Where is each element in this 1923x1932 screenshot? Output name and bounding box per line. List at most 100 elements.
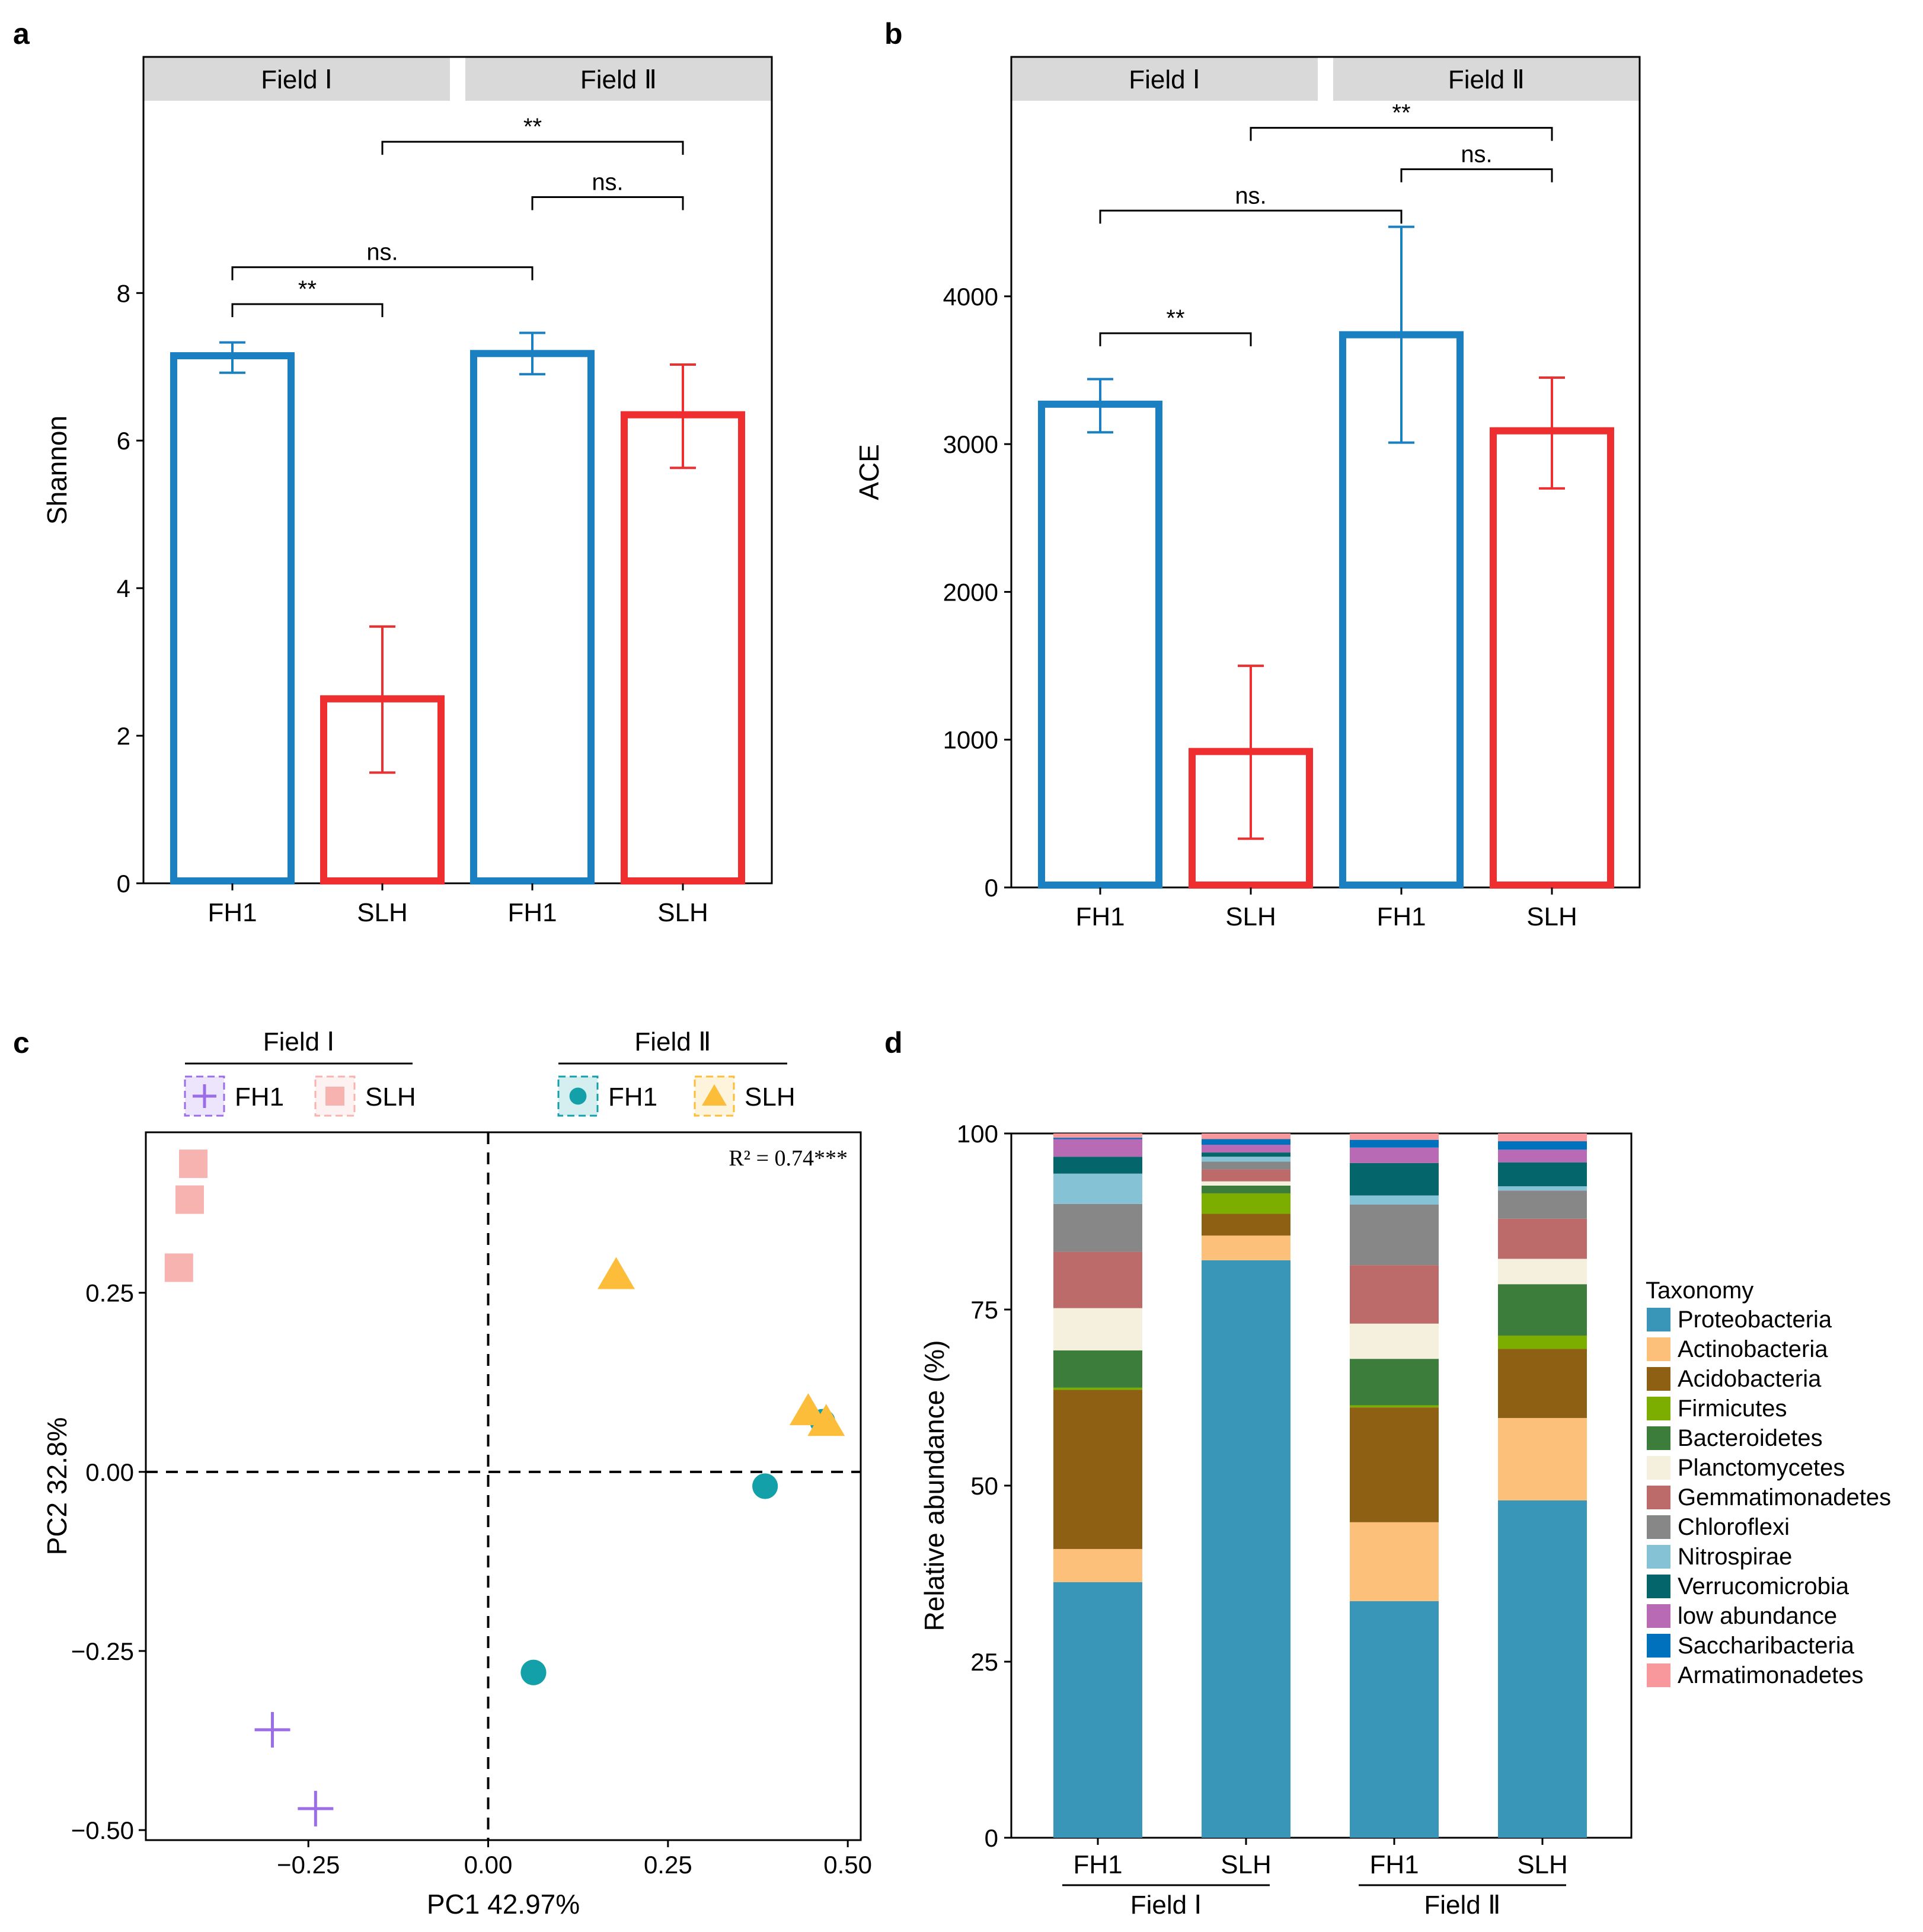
stack-segment [1498,1259,1587,1285]
legend-label: Saccharibacteria [1678,1633,1855,1659]
legend-swatch [1647,1486,1670,1509]
stack-segment [1350,1323,1439,1359]
plot-frame [145,1131,862,1841]
panel-b-ace-chart: Field Ⅰ Field Ⅱ 0 1000 2000 3000 4000 ACE FH1 SLH… [854,56,1641,931]
legend-label: Proteobacteria [1678,1307,1832,1333]
legend-swatch [1647,1456,1670,1480]
stack-segment [1202,1193,1290,1214]
panel-label-b: b [884,17,903,50]
panel-d-stacked-abundance-chart: FH1 SLH FH1 SLH Field Ⅰ Field Ⅱ 0 25 50 75 100 Rela… [919,1120,1891,1920]
stack-segment [1350,1163,1439,1196]
plot-frame [1010,56,1641,889]
x-tick-label: SLH [1221,1850,1272,1879]
x-tick-label: FH1 [1369,1850,1419,1879]
x-tick-label: 0.25 [644,1851,692,1879]
panel-label-c: c [13,1026,30,1059]
stack-segment [1350,1522,1439,1601]
legend-swatch [1647,1575,1670,1598]
stack-segment [1350,1133,1439,1140]
data-point [752,1473,778,1499]
stack-segment [1350,1601,1439,1838]
stack-segment [1053,1548,1142,1582]
stack-segment [1498,1149,1587,1163]
stack-segment [1498,1284,1587,1336]
legend-title: Taxonomy [1646,1278,1753,1304]
stack-segment [1053,1173,1142,1204]
y-axis-title: Relative abundance (%) [919,1340,950,1631]
x-tick-label: FH1 [207,898,257,927]
y-tick-label: 2 [117,722,130,750]
stack-segment [1350,1147,1439,1163]
significance-bracket [1250,127,1553,141]
stack-segment [1498,1141,1587,1150]
legend-swatch [1647,1545,1670,1569]
stack-segment [1498,1162,1587,1187]
group-label: Field Ⅱ [1424,1891,1500,1920]
panel-label-d: d [884,1026,903,1059]
stack-segment [1202,1145,1290,1153]
stack-segment [1350,1265,1439,1324]
legend-swatch [1647,1397,1670,1420]
x-tick-label: FH1 [1075,902,1125,931]
data-point [807,1404,845,1436]
stack-segment [1202,1139,1290,1145]
data-point [789,1393,827,1426]
x-tick-label: 0.50 [823,1851,872,1879]
stack-segment [1350,1407,1439,1522]
significance-bracket [231,266,534,280]
significance-label: ns. [1235,183,1266,209]
x-tick-label: SLH [1517,1850,1568,1879]
stack-segment [1350,1204,1439,1266]
legend-label: Planctomycetes [1678,1455,1845,1481]
legend-label: Bacteroidetes [1678,1425,1823,1451]
legend-swatch [1647,1663,1670,1687]
legend-key [314,1075,356,1117]
x-tick-label: FH1 [1073,1850,1122,1879]
legend-label: Actinobacteria [1678,1336,1828,1362]
y-tick-label: 50 [970,1472,998,1500]
bar [170,352,295,884]
legend-label: FH1 [608,1082,657,1112]
stack-segment [1053,1251,1142,1308]
data-point [175,1185,205,1214]
stack-segment [1498,1186,1587,1191]
stack-segment [1053,1133,1142,1138]
y-tick-label: −0.50 [71,1816,134,1844]
stack-segment [1053,1139,1142,1157]
stack-segment [1202,1214,1290,1236]
legend-label: Verrucomicrobia [1678,1573,1849,1599]
stack-segment [1498,1133,1587,1142]
significance-bracket [1099,332,1252,347]
significance-label: ** [1392,100,1410,126]
data-point [520,1659,547,1685]
legend-group-title: Field Ⅱ [634,1027,711,1056]
data-point [254,1711,290,1748]
legend-swatch [1647,1367,1670,1391]
stack-segment [1498,1218,1587,1259]
legend-label: Gemmatimonadetes [1678,1484,1891,1511]
group-label: Field Ⅰ [1130,1891,1202,1920]
x-tick-label: 0.00 [464,1851,513,1879]
y-tick-label: 3000 [943,430,998,458]
facet-label: Field Ⅱ [580,65,657,94]
x-tick-label: FH1 [507,898,557,927]
y-tick-label: 2000 [943,578,998,606]
y-tick-label: 1000 [943,726,998,754]
panel-a-shannon-chart: Field Ⅰ Field Ⅱ 0 2 4 6 8 Shannon FH1 SLH FH1 SLH **… [41,56,773,927]
legend-label: SLH [745,1082,796,1112]
significance-label: ** [523,114,542,140]
y-tick-label: 75 [970,1296,998,1324]
legend-swatch [1647,1308,1670,1331]
stack-segment [1202,1169,1290,1181]
r-squared-annotation: R² = 0.74*** [729,1146,848,1171]
stack-segment [1202,1260,1290,1838]
stack-segment [1053,1203,1142,1252]
stack-segment [1053,1390,1142,1549]
data-point [179,1149,208,1179]
significance-label: ns. [1461,141,1492,167]
y-tick-label: 25 [970,1648,998,1676]
legend-swatch [1647,1604,1670,1628]
stack-segment [1350,1195,1439,1205]
stack-segment [1498,1190,1587,1219]
